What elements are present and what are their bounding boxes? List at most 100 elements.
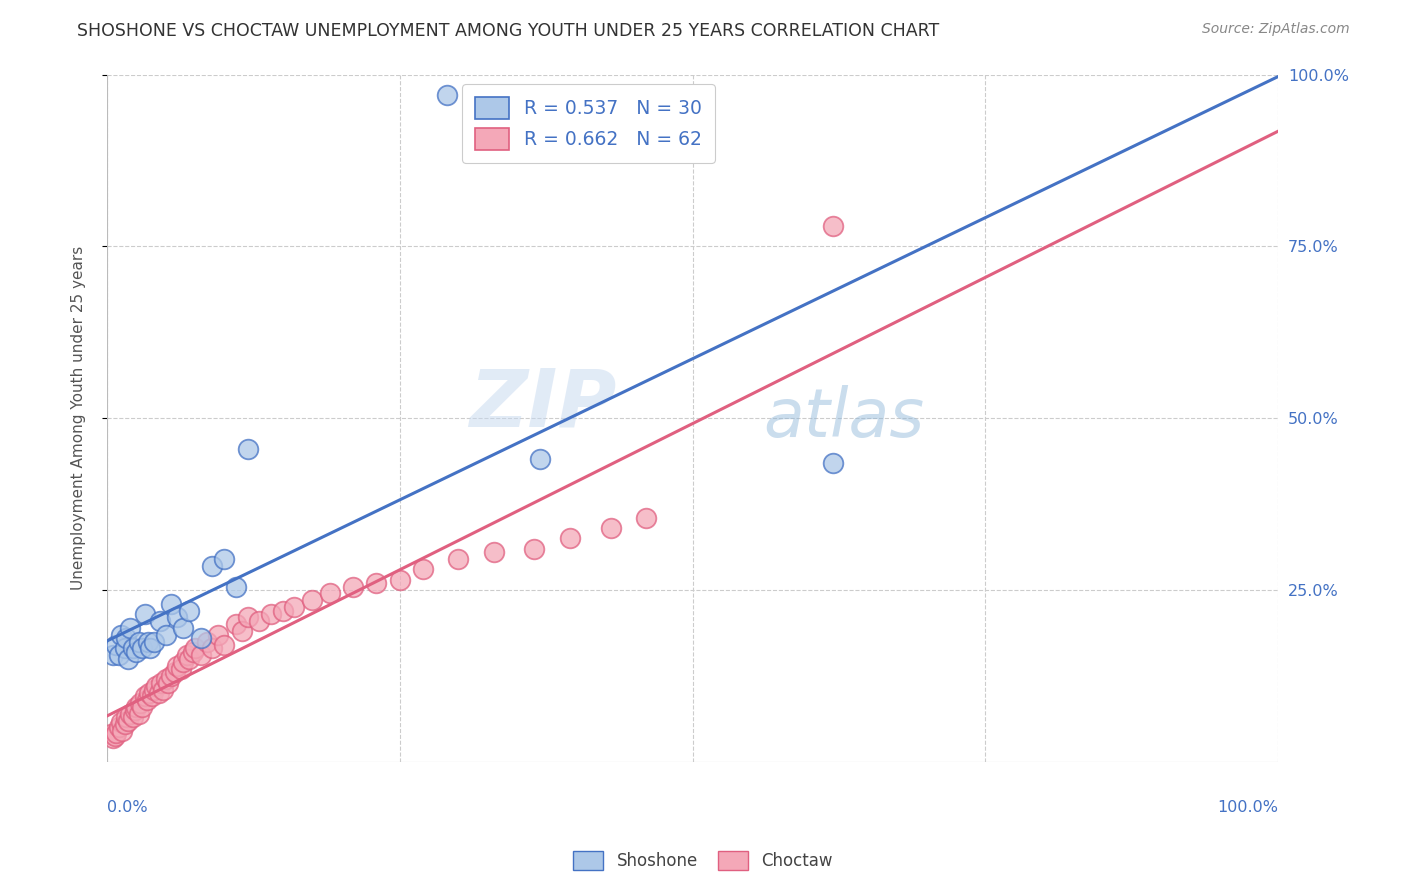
Point	[207, 627, 229, 641]
Text: SHOSHONE VS CHOCTAW UNEMPLOYMENT AMONG YOUTH UNDER 25 YEARS CORRELATION CHART: SHOSHONE VS CHOCTAW UNEMPLOYMENT AMONG Y…	[77, 22, 939, 40]
Text: 0.0%: 0.0%	[107, 799, 148, 814]
Point	[172, 621, 194, 635]
Point	[145, 679, 167, 693]
Point	[283, 600, 305, 615]
Point	[271, 604, 294, 618]
Point	[149, 614, 172, 628]
Point	[342, 580, 364, 594]
Point	[121, 710, 143, 724]
Point	[125, 645, 148, 659]
Point	[136, 634, 159, 648]
Point	[141, 690, 163, 704]
Point	[231, 624, 253, 639]
Point	[105, 638, 128, 652]
Point	[236, 442, 259, 456]
Point	[125, 699, 148, 714]
Point	[101, 648, 124, 663]
Point	[166, 610, 188, 624]
Point	[156, 675, 179, 690]
Point	[100, 727, 122, 741]
Point	[111, 723, 134, 738]
Point	[107, 648, 129, 663]
Point	[212, 552, 235, 566]
Point	[201, 558, 224, 573]
Point	[177, 604, 200, 618]
Point	[184, 641, 207, 656]
Point	[121, 641, 143, 656]
Point	[120, 706, 142, 721]
Point	[131, 641, 153, 656]
Point	[190, 631, 212, 645]
Point	[236, 610, 259, 624]
Point	[104, 729, 127, 743]
Point	[247, 614, 270, 628]
Point	[558, 532, 581, 546]
Point	[177, 651, 200, 665]
Point	[114, 641, 136, 656]
Point	[128, 706, 150, 721]
Point	[134, 607, 156, 621]
Point	[124, 703, 146, 717]
Point	[107, 720, 129, 734]
Legend: R = 0.537   N = 30, R = 0.662   N = 62: R = 0.537 N = 30, R = 0.662 N = 62	[463, 84, 714, 163]
Point	[436, 88, 458, 103]
Point	[138, 686, 160, 700]
Point	[117, 714, 139, 728]
Point	[131, 699, 153, 714]
Point	[181, 645, 204, 659]
Point	[318, 586, 340, 600]
Point	[260, 607, 283, 621]
Point	[134, 690, 156, 704]
Point	[212, 638, 235, 652]
Point	[120, 621, 142, 635]
Text: 100.0%: 100.0%	[1218, 799, 1278, 814]
Point	[163, 665, 186, 680]
Point	[166, 658, 188, 673]
Point	[823, 219, 845, 233]
Point	[105, 726, 128, 740]
Point	[523, 541, 546, 556]
Point	[114, 710, 136, 724]
Point	[599, 521, 621, 535]
Point	[149, 675, 172, 690]
Point	[155, 673, 177, 687]
Point	[823, 456, 845, 470]
Point	[155, 627, 177, 641]
Text: ZIP: ZIP	[470, 366, 616, 443]
Point	[412, 562, 434, 576]
Y-axis label: Unemployment Among Youth under 25 years: Unemployment Among Youth under 25 years	[72, 246, 86, 591]
Point	[114, 717, 136, 731]
Point	[160, 669, 183, 683]
Point	[142, 634, 165, 648]
Point	[634, 510, 657, 524]
Point	[301, 593, 323, 607]
Point	[190, 648, 212, 663]
Point	[482, 545, 505, 559]
Point	[117, 651, 139, 665]
Point	[225, 580, 247, 594]
Point	[160, 597, 183, 611]
Point	[128, 697, 150, 711]
Point	[388, 573, 411, 587]
Text: Source: ZipAtlas.com: Source: ZipAtlas.com	[1202, 22, 1350, 37]
Point	[142, 682, 165, 697]
Point	[366, 576, 388, 591]
Point	[201, 641, 224, 656]
Point	[128, 634, 150, 648]
Point	[101, 731, 124, 745]
Point	[135, 693, 157, 707]
Text: atlas: atlas	[763, 385, 924, 451]
Legend: Shoshone, Choctaw: Shoshone, Choctaw	[567, 844, 839, 877]
Point	[110, 714, 132, 729]
Point	[139, 641, 162, 656]
Point	[447, 552, 470, 566]
Point	[110, 627, 132, 641]
Point	[529, 452, 551, 467]
Point	[114, 631, 136, 645]
Point	[195, 634, 218, 648]
Point	[170, 662, 193, 676]
Point	[176, 648, 198, 663]
Point	[152, 682, 174, 697]
Point	[172, 655, 194, 669]
Point	[148, 686, 170, 700]
